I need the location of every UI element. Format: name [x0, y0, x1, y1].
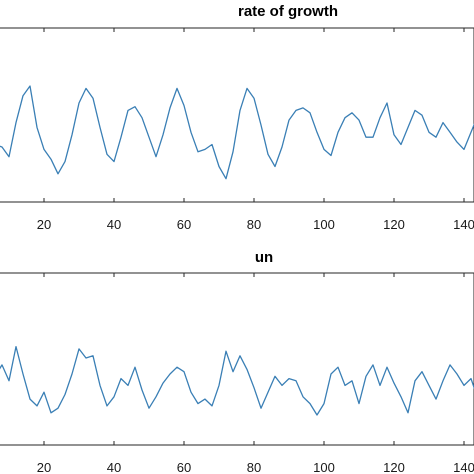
rate-of-growth-title: rate of growth — [238, 3, 338, 20]
rate-of-growth-axes — [0, 27, 474, 203]
un-line — [0, 345, 474, 416]
un-xtick-label-20: 20 — [37, 460, 51, 474]
un-panel: un 20 40 60 80 100 120 140 — [0, 249, 474, 474]
un-ticks — [43, 273, 465, 445]
rate-of-growth-xtick-label-80: 80 — [247, 217, 261, 232]
rate-of-growth-xtick-label-100: 100 — [313, 217, 335, 232]
rate-of-growth-xtick-label-120: 120 — [383, 217, 405, 232]
un-title: un — [255, 249, 273, 266]
rate-of-growth-ticks — [43, 28, 465, 202]
rate-of-growth-tick-labels: 20 40 60 80 100 120 140 — [37, 217, 474, 232]
un-xtick-label-80: 80 — [247, 460, 261, 474]
un-axes — [0, 272, 474, 446]
rate-of-growth-panel: rate of growth 20 40 60 80 100 120 140 — [0, 3, 474, 232]
un-tick-labels: 20 40 60 80 100 120 140 — [37, 460, 474, 474]
un-xtick-label-140: 140 — [453, 460, 474, 474]
un-xtick-label-40: 40 — [107, 460, 121, 474]
un-xtick-label-60: 60 — [177, 460, 191, 474]
rate-of-growth-xtick-label-20: 20 — [37, 217, 51, 232]
rate-of-growth-xtick-label-40: 40 — [107, 217, 121, 232]
rate-of-growth-xtick-label-60: 60 — [177, 217, 191, 232]
rate-of-growth-xtick-label-140: 140 — [453, 217, 474, 232]
rate-of-growth-line — [0, 85, 474, 180]
un-xtick-label-120: 120 — [383, 460, 405, 474]
un-xtick-label-100: 100 — [313, 460, 335, 474]
